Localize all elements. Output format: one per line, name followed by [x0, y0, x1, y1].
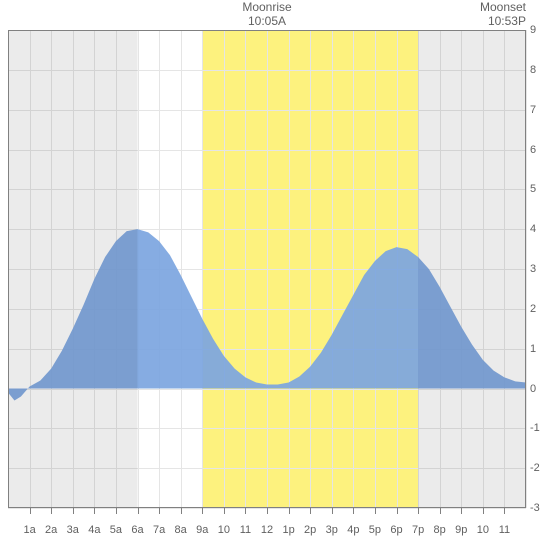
y-tick: 4	[530, 223, 544, 235]
y-tick: 1	[530, 343, 544, 355]
plot-area: -3-2-101234567891a2a3a4a5a6a7a8a9a101112…	[8, 30, 526, 508]
x-tick: 10	[218, 524, 230, 536]
y-tick: 6	[530, 144, 544, 156]
x-tick: 4a	[88, 524, 100, 536]
x-tick: 4p	[347, 524, 359, 536]
x-tick: 2a	[45, 524, 57, 536]
x-tick: 6p	[390, 524, 402, 536]
moonset-title: Moonset	[480, 0, 526, 14]
y-tick: 2	[530, 303, 544, 315]
moonset-label: Moonset 10:53P	[480, 0, 526, 29]
night-shade	[8, 30, 526, 508]
x-tick: 9a	[196, 524, 208, 536]
x-tick: 10	[477, 524, 489, 536]
x-tick: 2p	[304, 524, 316, 536]
x-tick: 3p	[326, 524, 338, 536]
x-tick: 1p	[282, 524, 294, 536]
y-tick: 8	[530, 64, 544, 76]
y-tick: 5	[530, 183, 544, 195]
x-tick: 8p	[434, 524, 446, 536]
x-tick: 8a	[175, 524, 187, 536]
x-tick: 1a	[23, 524, 35, 536]
moonrise-title: Moonrise	[242, 0, 291, 14]
moonset-time: 10:53P	[488, 14, 526, 28]
tide-moon-chart: -3-2-101234567891a2a3a4a5a6a7a8a9a101112…	[0, 0, 550, 550]
x-tick: 11	[499, 524, 510, 536]
y-tick: 0	[530, 383, 544, 395]
x-tick: 7p	[412, 524, 424, 536]
x-tick: 12	[261, 524, 273, 536]
x-tick: 7a	[153, 524, 165, 536]
y-tick: -3	[530, 502, 544, 514]
y-tick: 3	[530, 263, 544, 275]
y-tick: -1	[530, 422, 544, 434]
x-tick: 5a	[110, 524, 122, 536]
x-tick: 6a	[131, 524, 143, 536]
y-tick: 7	[530, 104, 544, 116]
y-tick: -2	[530, 462, 544, 474]
x-tick: 11	[240, 524, 251, 536]
x-tick: 9p	[455, 524, 467, 536]
y-tick: 9	[530, 24, 544, 36]
x-tick: 3a	[67, 524, 79, 536]
moonrise-time: 10:05A	[248, 14, 286, 28]
moonrise-label: Moonrise 10:05A	[242, 0, 291, 29]
x-tick: 5p	[369, 524, 381, 536]
